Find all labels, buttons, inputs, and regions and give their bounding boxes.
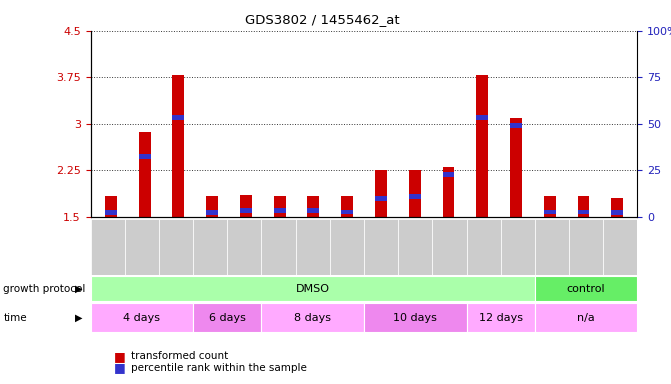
Text: ■: ■ — [114, 361, 126, 374]
Bar — [578, 197, 589, 217]
Text: 4 days: 4 days — [123, 313, 160, 323]
Bar — [510, 123, 522, 128]
Bar — [442, 172, 454, 177]
Bar — [206, 210, 218, 215]
Bar — [501, 219, 535, 275]
Bar — [342, 197, 353, 217]
Bar — [274, 197, 286, 217]
Bar — [172, 75, 185, 217]
Bar — [296, 219, 330, 275]
Bar — [139, 132, 150, 217]
Text: 8 days: 8 days — [295, 313, 331, 323]
Text: 10 days: 10 days — [393, 313, 437, 323]
Text: n/a: n/a — [577, 313, 595, 323]
Text: control: control — [567, 284, 605, 294]
Bar — [544, 210, 556, 215]
Bar — [364, 219, 398, 275]
Bar — [364, 303, 466, 332]
Bar — [611, 199, 623, 217]
Text: transformed count: transformed count — [131, 351, 228, 361]
Bar — [535, 219, 569, 275]
Bar — [476, 75, 488, 217]
Text: ■: ■ — [114, 350, 126, 363]
Bar — [91, 303, 193, 332]
Bar — [409, 170, 421, 217]
Text: ▶: ▶ — [75, 284, 83, 294]
Bar — [578, 210, 589, 215]
Bar — [432, 219, 466, 275]
Bar — [466, 303, 535, 332]
Text: ▶: ▶ — [75, 313, 83, 323]
Bar — [307, 208, 319, 213]
Bar — [262, 219, 296, 275]
Bar — [262, 303, 364, 332]
Bar — [409, 194, 421, 199]
Bar — [307, 197, 319, 217]
Bar — [91, 219, 125, 275]
Bar — [240, 208, 252, 213]
Bar — [476, 115, 488, 120]
Bar — [193, 219, 227, 275]
Bar — [240, 195, 252, 217]
Bar — [159, 219, 193, 275]
Bar — [398, 219, 432, 275]
Text: DMSO: DMSO — [296, 284, 329, 294]
Bar — [375, 170, 386, 217]
Bar — [569, 219, 603, 275]
Bar — [206, 197, 218, 217]
Text: 12 days: 12 days — [478, 313, 523, 323]
Bar — [91, 276, 535, 301]
Bar — [375, 196, 386, 201]
Bar — [125, 219, 159, 275]
Text: percentile rank within the sample: percentile rank within the sample — [131, 363, 307, 373]
Bar — [172, 115, 185, 120]
Bar — [603, 219, 637, 275]
Bar — [510, 118, 522, 217]
Bar — [535, 276, 637, 301]
Bar — [193, 303, 262, 332]
Text: growth protocol: growth protocol — [3, 284, 86, 294]
Text: 6 days: 6 days — [209, 313, 246, 323]
Bar — [139, 154, 150, 159]
Bar — [544, 197, 556, 217]
Text: GDS3802 / 1455462_at: GDS3802 / 1455462_at — [245, 13, 399, 26]
Bar — [442, 167, 454, 217]
Bar — [342, 210, 353, 215]
Bar — [466, 219, 501, 275]
Bar — [105, 210, 117, 215]
Bar — [535, 303, 637, 332]
Bar — [330, 219, 364, 275]
Bar — [105, 197, 117, 217]
Text: time: time — [3, 313, 27, 323]
Bar — [611, 210, 623, 215]
Bar — [274, 208, 286, 213]
Bar — [227, 219, 262, 275]
